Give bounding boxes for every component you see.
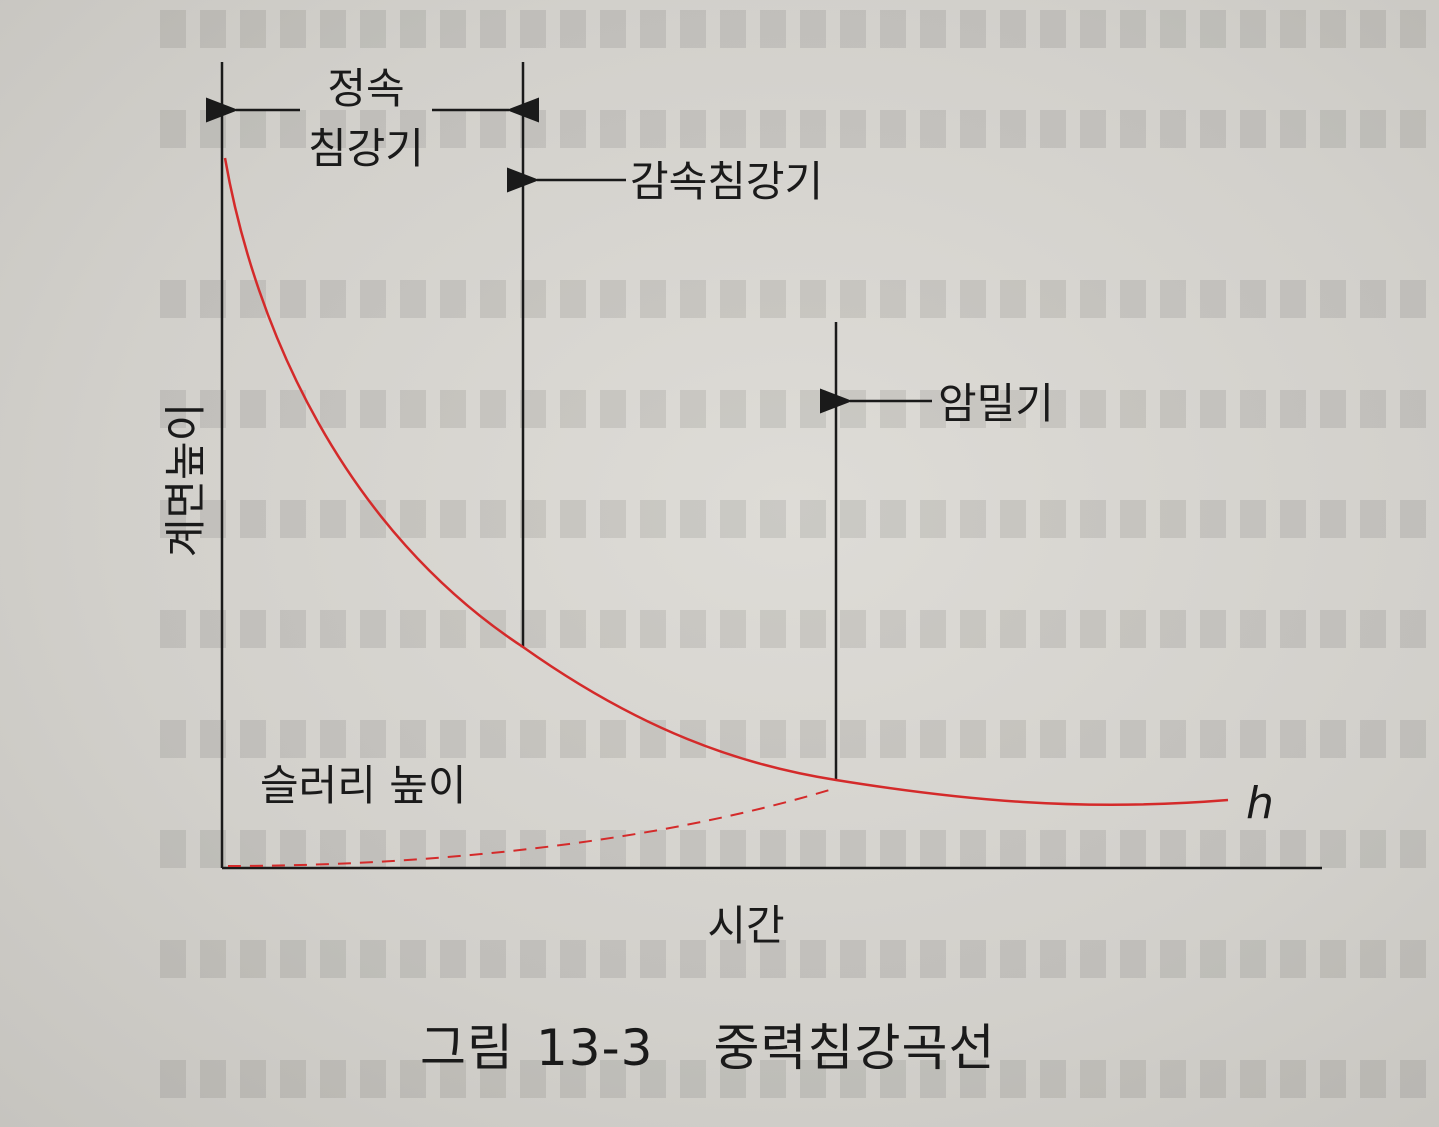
slurry-height-label: 슬러리 높이: [260, 761, 467, 810]
x-axis-label: 시간: [707, 901, 784, 950]
caption-figure: 그림: [420, 1019, 514, 1077]
compression-label: 암밀기: [938, 379, 1054, 428]
settling-curve: [223, 157, 1229, 807]
decreasing-rate-label: 감속침강기: [630, 157, 823, 206]
slurry-height-dashed-curve: [227, 787, 837, 867]
caption-number: 13-3: [536, 1019, 654, 1077]
caption-title: 중력침강곡선: [713, 1019, 996, 1077]
constant-rate-label-line1: 정속: [327, 64, 404, 113]
y-axis-label: 계면높이: [161, 403, 210, 558]
constant-rate-label-line2: 침강기: [308, 124, 424, 173]
h-label: h: [1246, 778, 1274, 829]
